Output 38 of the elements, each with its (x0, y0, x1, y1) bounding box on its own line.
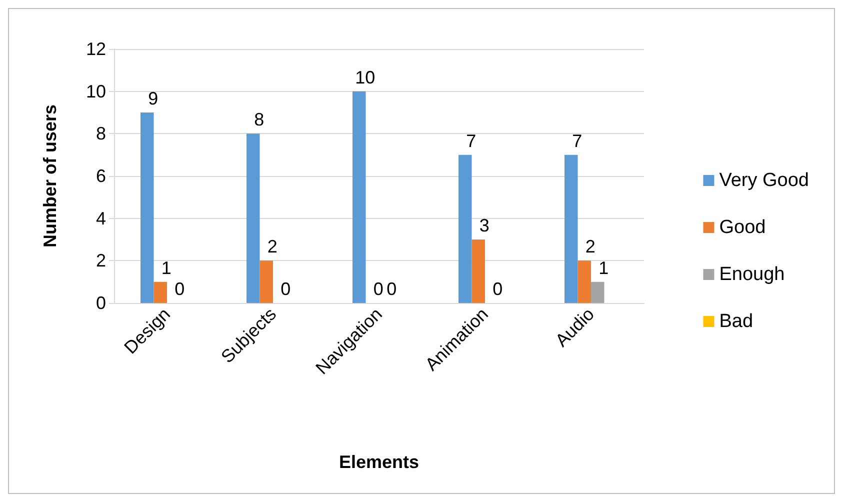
data-label: 3 (479, 216, 490, 236)
data-label: 2 (267, 236, 278, 257)
bar (246, 134, 260, 303)
bar (140, 112, 154, 303)
data-label: 8 (254, 110, 264, 130)
data-label: 0 (280, 279, 291, 299)
bar (578, 260, 591, 303)
y-tick-label: 0 (96, 293, 106, 313)
bar (154, 282, 167, 303)
bar (472, 240, 485, 303)
data-label: 2 (585, 236, 596, 257)
y-tick-label: 12 (86, 39, 106, 59)
y-tick-label: 6 (96, 166, 106, 186)
data-label: 9 (148, 88, 158, 108)
legend-label: Very Good (719, 170, 810, 191)
data-label: 0 (386, 279, 397, 299)
y-tick-label: 8 (96, 124, 106, 144)
legend-label: Bad (719, 311, 754, 332)
legend-label: Enough (719, 264, 785, 285)
data-label: 7 (466, 130, 476, 151)
data-label: 0 (373, 279, 384, 299)
legend-label: Good (719, 217, 766, 238)
bar (591, 282, 604, 303)
data-label: 0 (174, 279, 185, 299)
y-axis-title: Number of users (40, 104, 60, 248)
data-label: 7 (572, 130, 582, 151)
bar (564, 154, 578, 303)
bar (260, 260, 273, 303)
bar (352, 91, 366, 303)
data-label: 1 (598, 258, 609, 278)
data-label: 0 (492, 279, 503, 299)
data-label: 1 (161, 258, 172, 278)
bar (458, 154, 472, 303)
y-tick-label: 10 (86, 81, 106, 102)
y-tick-label: 4 (96, 208, 106, 228)
data-label: 10 (355, 67, 376, 88)
x-axis-title: Elements (338, 452, 420, 472)
y-tick-label: 2 (96, 250, 106, 271)
